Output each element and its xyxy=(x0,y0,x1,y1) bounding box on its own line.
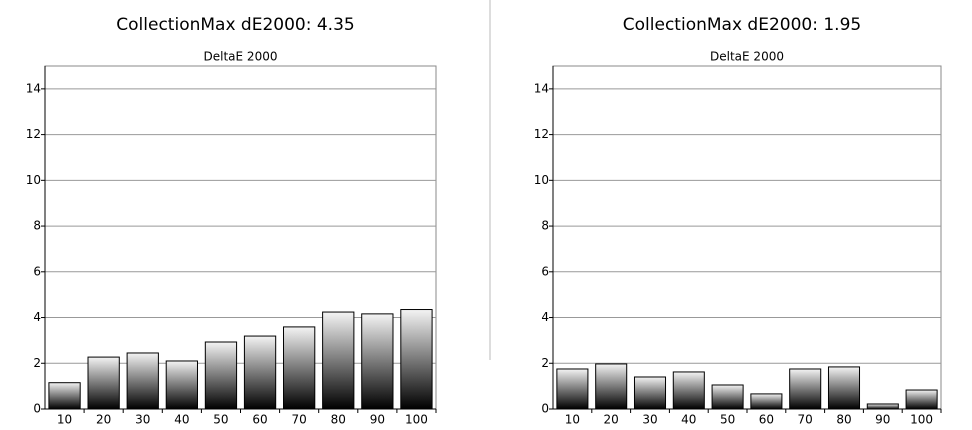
y-tick-label: 12 xyxy=(534,127,549,141)
y-tick-label: 6 xyxy=(541,264,549,278)
x-tick-label: 30 xyxy=(135,413,150,427)
x-tick-label: 40 xyxy=(681,413,696,427)
bar xyxy=(361,313,394,410)
x-tick-label: 70 xyxy=(798,413,813,427)
y-tick-label: 4 xyxy=(33,310,41,324)
y-tick-label: 6 xyxy=(33,264,41,278)
bar xyxy=(750,393,783,410)
x-tick-label: 10 xyxy=(57,413,72,427)
x-tick-label: 10 xyxy=(565,413,580,427)
bar xyxy=(283,326,316,410)
x-tick-label: 90 xyxy=(370,413,385,427)
x-tick-label: 50 xyxy=(720,413,735,427)
x-tick-label: 50 xyxy=(213,413,228,427)
bar xyxy=(204,341,238,410)
x-tick-label: 100 xyxy=(910,413,933,427)
bar xyxy=(866,403,899,410)
bar xyxy=(595,363,628,410)
y-tick-label: 8 xyxy=(541,219,549,233)
y-tick-label: 2 xyxy=(541,356,549,370)
bar xyxy=(789,368,822,410)
bar xyxy=(165,360,198,410)
bar xyxy=(556,368,589,410)
bar xyxy=(905,389,938,410)
y-tick-label: 4 xyxy=(541,310,549,324)
bar xyxy=(672,371,705,410)
x-tick-label: 70 xyxy=(292,413,307,427)
y-tick-label: 0 xyxy=(33,402,41,416)
bar xyxy=(126,352,159,410)
bar xyxy=(48,382,81,410)
chart-subtitle: DeltaE 2000 xyxy=(710,50,784,64)
bar xyxy=(322,311,355,410)
x-tick-label: 20 xyxy=(96,413,111,427)
x-tick-label: 80 xyxy=(836,413,851,427)
x-tick-label: 100 xyxy=(405,413,428,427)
y-tick-label: 8 xyxy=(33,219,41,233)
bar xyxy=(711,384,744,410)
y-tick-label: 10 xyxy=(26,173,41,187)
x-tick-label: 20 xyxy=(604,413,619,427)
chart-title: CollectionMax dE2000: 1.95 xyxy=(623,15,861,35)
y-tick-label: 14 xyxy=(26,81,41,95)
x-tick-label: 30 xyxy=(642,413,657,427)
bar xyxy=(243,335,277,410)
bar xyxy=(827,366,861,410)
y-tick-label: 10 xyxy=(534,173,549,187)
y-tick-label: 0 xyxy=(541,402,549,416)
bar xyxy=(87,356,120,410)
y-tick-label: 14 xyxy=(534,81,549,95)
chart-title: CollectionMax dE2000: 4.35 xyxy=(116,15,354,35)
chart-subtitle: DeltaE 2000 xyxy=(204,50,278,64)
x-tick-label: 60 xyxy=(759,413,774,427)
plot-area xyxy=(552,65,942,410)
y-tick-label: 12 xyxy=(26,127,41,141)
x-tick-label: 60 xyxy=(252,413,267,427)
x-tick-label: 40 xyxy=(174,413,189,427)
y-tick-label: 2 xyxy=(33,356,41,370)
x-tick-label: 80 xyxy=(331,413,346,427)
bar xyxy=(633,376,667,410)
bar xyxy=(400,309,433,410)
x-tick-label: 90 xyxy=(875,413,890,427)
